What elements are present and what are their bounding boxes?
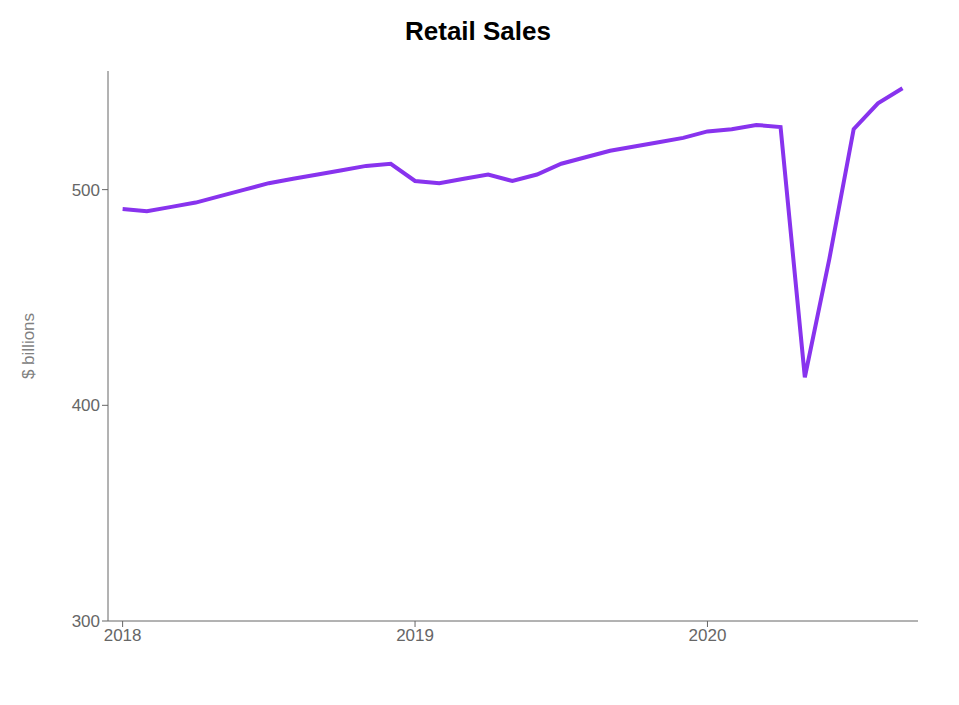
- svg-text:300: 300: [72, 612, 100, 631]
- html-text:Retail Sales: Retail Sales: [405, 16, 551, 46]
- svg-text:400: 400: [72, 396, 100, 415]
- svg-text:2019: 2019: [396, 626, 434, 645]
- svg-text:500: 500: [72, 181, 100, 200]
- svg-text:2020: 2020: [689, 626, 727, 645]
- svg-text:2018: 2018: [104, 626, 142, 645]
- svg-text:$ billions: $ billions: [19, 313, 38, 379]
